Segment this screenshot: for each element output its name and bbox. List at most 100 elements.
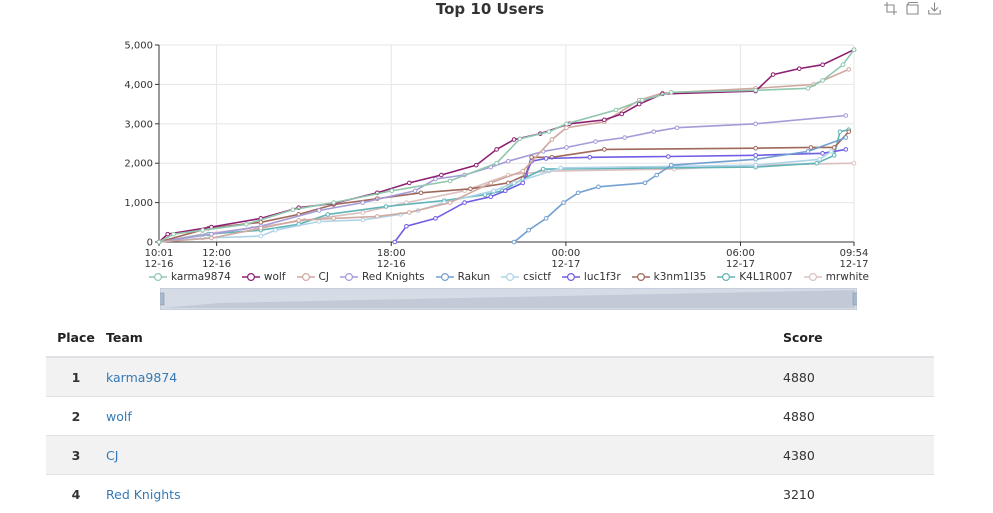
data-point[interactable] — [543, 216, 549, 221]
data-point[interactable] — [753, 145, 758, 151]
data-point[interactable] — [325, 212, 331, 217]
legend-item[interactable]: CJ — [296, 271, 329, 283]
data-point[interactable] — [814, 160, 820, 166]
data-point[interactable] — [601, 147, 607, 152]
data-zoom-slider[interactable] — [160, 288, 857, 310]
data-point[interactable] — [258, 233, 264, 239]
save-image-icon[interactable] — [928, 2, 941, 15]
data-point[interactable] — [200, 227, 205, 233]
team-link[interactable]: CJ — [106, 447, 119, 463]
data-point[interactable] — [494, 160, 499, 166]
data-point[interactable] — [601, 117, 607, 123]
data-point[interactable] — [753, 153, 758, 158]
team-link[interactable]: Red Knights — [106, 486, 181, 502]
zoom-handle-left[interactable] — [160, 292, 165, 306]
data-point[interactable] — [360, 217, 366, 223]
data-point[interactable] — [412, 188, 418, 194]
data-point[interactable] — [511, 137, 517, 142]
data-point[interactable] — [290, 207, 296, 212]
data-point[interactable] — [316, 219, 322, 224]
data-point[interactable] — [558, 165, 563, 171]
data-point[interactable] — [511, 239, 517, 245]
team-link[interactable]: karma9874 — [106, 369, 178, 385]
data-point[interactable] — [473, 162, 479, 168]
data-point[interactable] — [447, 200, 453, 205]
data-point[interactable] — [517, 136, 523, 142]
legend-item[interactable]: Rakun — [435, 271, 490, 283]
data-point[interactable] — [651, 129, 657, 134]
data-point[interactable] — [503, 188, 508, 194]
legend-item[interactable]: csictf — [500, 271, 551, 283]
data-point[interactable] — [808, 145, 814, 150]
data-point[interactable] — [209, 231, 214, 237]
data-point[interactable] — [543, 156, 549, 161]
data-point[interactable] — [360, 200, 366, 205]
zoom-select-icon[interactable] — [884, 2, 897, 15]
data-point[interactable] — [820, 151, 825, 156]
legend-item[interactable]: luc1f3r — [561, 271, 621, 283]
data-point[interactable] — [156, 239, 162, 245]
data-point[interactable] — [331, 200, 336, 205]
data-point[interactable] — [439, 172, 444, 178]
data-point[interactable] — [668, 89, 674, 95]
zoom-reset-icon[interactable] — [906, 2, 919, 15]
data-point[interactable] — [666, 154, 671, 159]
legend-item[interactable]: wolf — [241, 271, 286, 283]
data-point[interactable] — [540, 166, 546, 172]
data-point[interactable] — [770, 72, 776, 77]
data-point[interactable] — [805, 86, 811, 91]
data-point[interactable] — [636, 101, 642, 107]
data-point[interactable] — [389, 188, 395, 194]
data-point[interactable] — [639, 97, 645, 103]
data-point[interactable] — [316, 208, 322, 213]
data-point[interactable] — [753, 88, 758, 93]
data-point[interactable] — [273, 227, 278, 233]
data-point[interactable] — [564, 145, 569, 150]
data-point[interactable] — [613, 107, 619, 113]
data-point[interactable] — [546, 129, 552, 134]
data-point[interactable] — [642, 180, 648, 186]
data-point[interactable] — [587, 154, 593, 160]
data-point[interactable] — [392, 239, 398, 245]
data-point[interactable] — [668, 162, 674, 168]
data-point[interactable] — [520, 180, 526, 186]
data-point[interactable] — [753, 162, 758, 168]
data-point[interactable] — [831, 153, 837, 158]
data-point[interactable] — [622, 135, 627, 140]
data-point[interactable] — [258, 220, 264, 225]
data-point[interactable] — [258, 225, 264, 231]
data-point[interactable] — [511, 180, 517, 186]
data-point[interactable] — [488, 194, 494, 199]
data-point[interactable] — [851, 160, 857, 166]
data-point[interactable] — [505, 158, 511, 164]
data-point[interactable] — [462, 200, 467, 205]
data-point[interactable] — [820, 78, 825, 83]
data-point[interactable] — [406, 210, 412, 215]
data-point[interactable] — [418, 190, 424, 196]
data-point[interactable] — [846, 129, 852, 134]
data-point[interactable] — [165, 231, 171, 237]
data-point[interactable] — [374, 214, 380, 219]
data-point[interactable] — [360, 210, 366, 215]
data-point[interactable] — [837, 129, 843, 134]
data-point[interactable] — [654, 172, 659, 178]
data-point[interactable] — [753, 156, 758, 162]
data-point[interactable] — [843, 113, 849, 118]
data-point[interactable] — [171, 231, 176, 237]
legend-item[interactable]: karma9874 — [148, 271, 231, 283]
data-point[interactable] — [244, 221, 249, 227]
legend-item[interactable]: k3nm1l35 — [631, 271, 706, 283]
data-point[interactable] — [404, 223, 409, 229]
data-point[interactable] — [843, 135, 849, 140]
data-point[interactable] — [817, 156, 822, 162]
data-point[interactable] — [596, 184, 601, 190]
team-link[interactable]: wolf — [106, 408, 132, 424]
data-point[interactable] — [494, 147, 499, 152]
data-point[interactable] — [383, 204, 389, 209]
data-point[interactable] — [564, 121, 569, 127]
data-point[interactable] — [820, 62, 825, 67]
data-point[interactable] — [331, 216, 336, 221]
data-point[interactable] — [491, 188, 496, 194]
legend-item[interactable]: Red Knights — [339, 271, 425, 283]
legend-item[interactable]: mrwhite — [803, 271, 869, 283]
